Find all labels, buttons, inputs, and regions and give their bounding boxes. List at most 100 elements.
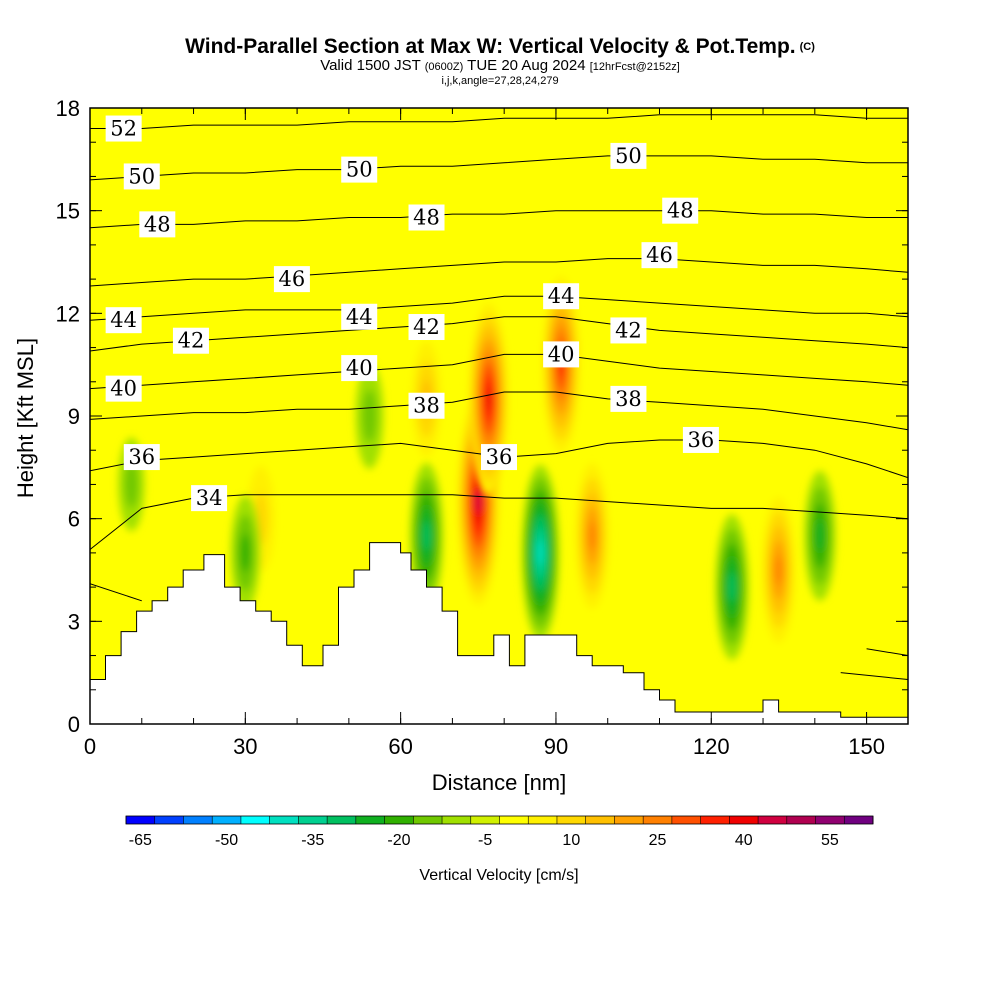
isentrope-label-text: 46 <box>646 243 673 267</box>
downdraft-level <box>537 540 544 566</box>
isentrope-46 <box>90 258 908 287</box>
isentrope-label-box <box>682 426 719 453</box>
isentrope-label-text: 44 <box>110 308 137 332</box>
chart-title: Wind-Parallel Section at Max W: Vertical… <box>0 36 1000 58</box>
isentrope-label-box <box>341 156 378 183</box>
isentrope-label: 38 <box>408 392 445 419</box>
colorbar-swatch <box>269 816 299 824</box>
isentrope-label-text: 36 <box>688 428 715 452</box>
isentrope-label-text: 36 <box>486 445 513 469</box>
isentrope-label-text: 40 <box>110 377 137 401</box>
isentrope-52 <box>90 114 908 129</box>
low-level-isentrope <box>866 648 908 657</box>
colorbar-swatch <box>758 816 788 824</box>
isentrope-label-text: 42 <box>615 318 642 342</box>
isentrope-label: 38 <box>610 385 647 412</box>
colorbar-swatch <box>355 816 386 824</box>
colorbar-tick-label: 25 <box>649 832 667 849</box>
low-level-isentrope <box>90 583 142 602</box>
isentrope-label: 34 <box>191 485 228 512</box>
isentrope-label-box <box>273 266 310 293</box>
colorbar-label: Vertical Velocity [cm/s] <box>419 867 578 884</box>
colorbar-swatch <box>413 816 443 824</box>
updraft-cell <box>575 463 609 609</box>
colorbar-swatch <box>786 816 817 824</box>
isentrope-label-text: 48 <box>144 212 171 236</box>
isentrope-label-box <box>123 163 160 190</box>
colorbar: -65 -50 -35 -20 -5 10 25 40 55 <box>125 815 874 849</box>
x-tick-label: 60 <box>388 734 412 759</box>
isentrope-label-text: 40 <box>346 356 373 380</box>
isentrope-label-box <box>408 392 445 419</box>
isentrope-label-text: 50 <box>346 158 373 182</box>
colorbar-swatch <box>212 816 242 824</box>
isentrope-label: 50 <box>341 156 378 183</box>
isentrope-label-text: 38 <box>615 387 642 411</box>
isentrope-label-text: 34 <box>196 486 223 510</box>
isentrope-label: 40 <box>341 355 378 382</box>
isentrope-40 <box>90 353 908 390</box>
isentrope-label: 36 <box>481 444 517 471</box>
y-tick-label: 15 <box>56 199 80 224</box>
isentrope-labels: 52 50 50 50 48 48 48 46 46 44 44 44 42 42 42 40 40 40 38 38… <box>105 115 719 512</box>
x-tick-label: 90 <box>544 734 568 759</box>
updraft-level <box>485 386 492 411</box>
isentrope-label-box <box>341 355 378 382</box>
colorbar-swatch <box>700 816 730 824</box>
isentrope-label: 46 <box>273 266 310 293</box>
isentrope-label-box <box>341 303 378 330</box>
colorbar-tick-label: -50 <box>215 832 238 849</box>
isentrope-label-text: 40 <box>548 342 575 366</box>
colorbar-swatch <box>585 816 615 824</box>
colorbar-swatch <box>183 816 213 824</box>
isentrope-label-text: 38 <box>413 394 440 418</box>
colorbar-swatch <box>470 816 500 824</box>
isentrope-label: 50 <box>610 142 647 169</box>
y-axis-label: Height [Kft MSL] <box>13 338 38 498</box>
isentrope-label: 46 <box>641 242 678 269</box>
colorbar-tick-label: 10 <box>562 832 580 849</box>
y-tick-label: 3 <box>68 609 80 634</box>
isentrope-label-box <box>543 283 580 310</box>
colorbar-swatch <box>815 816 845 824</box>
colorbar-swatch <box>442 816 472 824</box>
isentrope-label-box <box>408 314 445 341</box>
downdraft-cell <box>715 514 749 660</box>
isentrope-44 <box>90 295 908 321</box>
isentrope-label-text: 50 <box>128 164 155 188</box>
downdraft-level <box>124 461 138 508</box>
downdraft-level <box>362 389 377 443</box>
isentrope-label-box <box>105 375 142 402</box>
downdraft-cell <box>804 470 836 601</box>
low-level-isentrope <box>840 672 908 681</box>
x-tick-label: 150 <box>848 734 885 759</box>
valid-utc: (0600Z) <box>424 61 464 73</box>
isentrope-label: 36 <box>123 444 160 471</box>
terrain-mask <box>90 542 908 724</box>
chart-subtitle: Valid 1500 JST (0600Z) TUE 20 Aug 2024 [… <box>0 58 1000 75</box>
downdraft-level <box>816 519 824 553</box>
y-tick-label: 12 <box>56 301 80 326</box>
isentrope-label-text: 48 <box>413 206 440 230</box>
isentrope-42 <box>90 316 908 352</box>
x-tick-label: 30 <box>233 734 257 759</box>
colorbar-swatch <box>327 816 357 824</box>
isentrope-label: 44 <box>105 307 142 334</box>
downdraft-cell <box>521 464 560 642</box>
updraft-level <box>775 555 782 585</box>
isentrope-label: 40 <box>105 375 142 402</box>
isentrope-label: 44 <box>543 283 580 310</box>
downdraft-cell <box>230 495 260 611</box>
terrain-profile <box>90 542 908 724</box>
isentrope-label-box <box>191 485 228 512</box>
colorbar-tick-label: -5 <box>478 832 492 849</box>
colorbar-swatch <box>154 816 184 824</box>
x-axis-label: Distance [nm] <box>432 770 567 795</box>
isentrope-label-text: 50 <box>615 144 642 168</box>
isentrope-label: 48 <box>408 204 445 231</box>
isentrope-50 <box>90 155 908 181</box>
isentrope-label-box <box>543 341 580 368</box>
colorbar-tick-label: -20 <box>387 832 410 849</box>
isentrope-48 <box>90 210 908 229</box>
isentrope-label-text: 46 <box>279 267 306 291</box>
